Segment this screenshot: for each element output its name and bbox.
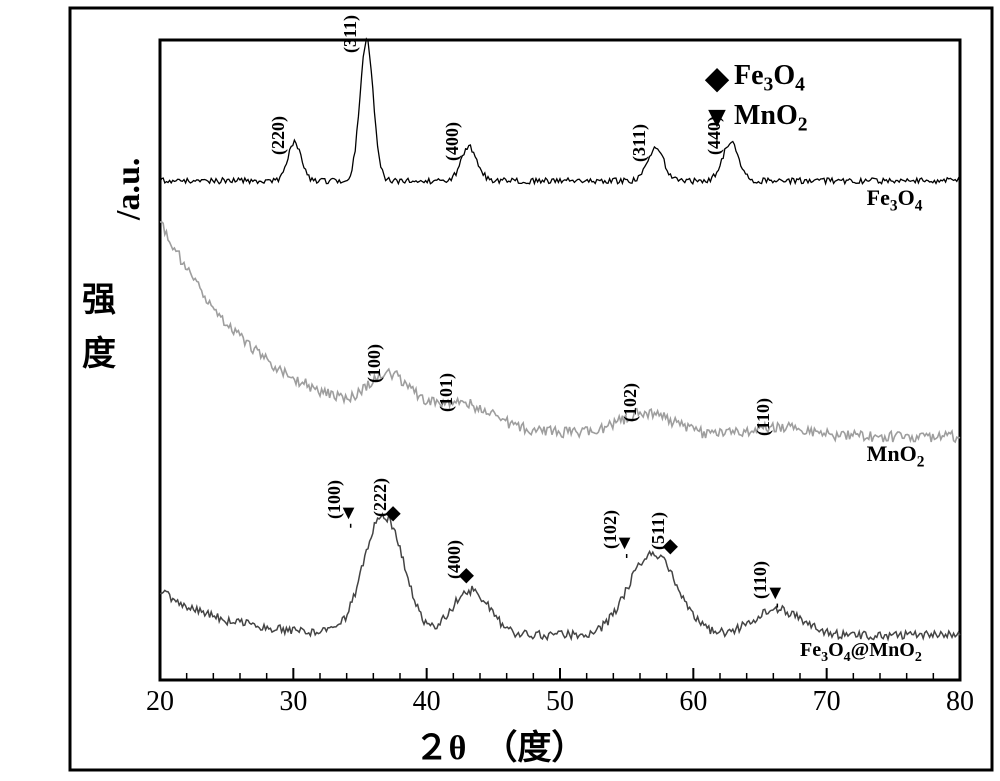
x-tick-label: 60 [663, 686, 723, 718]
x-tick-label: 30 [263, 686, 323, 718]
curve-label: Fe3O4 [867, 185, 923, 215]
x-tick-label: 40 [397, 686, 457, 718]
xrd-figure: /a.u.强度 ２θ （度） 20 30 40 50 60 70 80 Fe3O4 (220) (… [0, 0, 1000, 781]
legend-label: MnO2 [734, 100, 808, 137]
peak-hkl-label: (511) [648, 512, 669, 550]
peak-hkl-label: (102) [620, 383, 641, 422]
legend-label: Fe3O4 [734, 60, 805, 97]
peak-hkl-label: (311) [629, 124, 650, 162]
peak-hkl-label: (110) [750, 561, 771, 599]
curve-label: MnO2 [867, 441, 925, 471]
legend-entry: ◆Fe3O4 [700, 60, 805, 97]
legend-marker-icon: ◆ [700, 61, 734, 96]
peak-hkl-label: (102) [600, 510, 621, 549]
peak-hkl-label: (311) [340, 15, 361, 53]
x-tick-label: 70 [797, 686, 857, 718]
peak-hkl-label: (100) [364, 344, 385, 383]
peak-hkl-label: (400) [444, 540, 465, 579]
x-tick-label: 50 [530, 686, 590, 718]
y-axis-label: /a.u.强度 [82, 160, 144, 372]
peak-hkl-label: (100) [324, 480, 345, 519]
x-tick-label: 80 [930, 686, 990, 718]
x-axis-label: ２θ （度） [0, 720, 1000, 769]
x-tick-label: 20 [130, 686, 190, 718]
peak-hkl-label: (222) [370, 478, 391, 517]
curve-label: Fe3O4@MnO2 [800, 639, 922, 666]
peak-hkl-label: (400) [442, 122, 463, 161]
peak-hkl-label: (101) [436, 373, 457, 412]
peak-hkl-label: (220) [268, 116, 289, 155]
legend-marker-icon: ▼ [700, 101, 734, 135]
legend-entry: ▼MnO2 [700, 100, 808, 137]
peak-hkl-label: (110) [753, 398, 774, 436]
